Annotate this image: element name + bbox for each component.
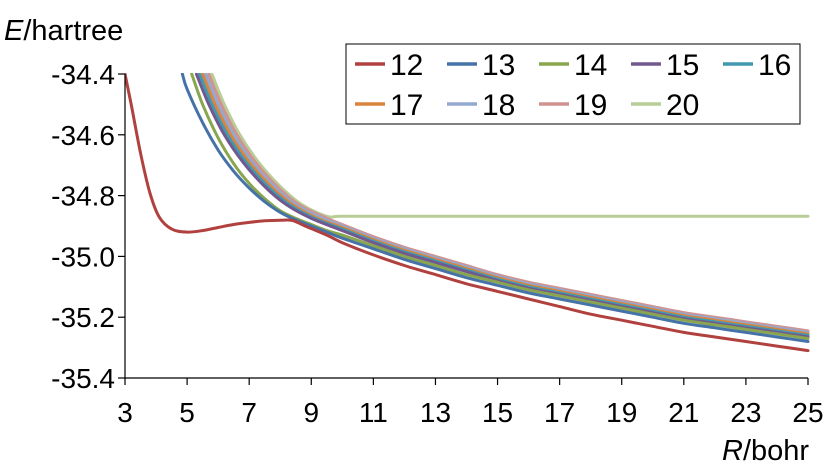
legend-box <box>345 43 801 125</box>
x-axis-title-var: R <box>722 435 743 463</box>
x-tick-label: 17 <box>544 397 575 428</box>
legend-item-19: 19 <box>539 89 607 122</box>
y-tick-label: -35.4 <box>51 363 115 394</box>
legend-item-14: 14 <box>539 49 607 82</box>
legend-label: 20 <box>666 89 699 122</box>
legend-label: 15 <box>666 49 699 82</box>
svg-text:R/bohr: R/bohr <box>722 435 809 463</box>
legend: 12 13 14 15 16 17 18 19 20 <box>345 43 801 125</box>
x-tick-label: 13 <box>420 397 451 428</box>
x-tick-label: 5 <box>179 397 195 428</box>
y-tick-label: -34.6 <box>51 120 115 151</box>
y-tick-label: -34.4 <box>51 59 115 90</box>
x-tick-label: 9 <box>303 397 319 428</box>
series-line-13 <box>180 73 810 343</box>
legend-item-20: 20 <box>631 89 699 122</box>
series-line-18 <box>204 73 810 334</box>
y-axis-ticks: -34.4 -34.6 -34.8 -35.0 -35.2 -35.4 <box>51 59 125 394</box>
x-tick-label: 3 <box>117 397 133 428</box>
x-tick-label: 23 <box>730 397 761 428</box>
legend-item-15: 15 <box>631 49 699 82</box>
x-tick-label: 15 <box>482 397 513 428</box>
x-axis-title: R/bohr <box>722 435 809 463</box>
legend-label: 18 <box>482 89 515 122</box>
series-line-20 <box>210 73 810 219</box>
legend-item-18: 18 <box>447 89 515 122</box>
x-tick-label: 7 <box>241 397 257 428</box>
legend-label: 16 <box>758 49 791 82</box>
legend-item-13: 13 <box>447 49 515 82</box>
legend-label: 17 <box>390 89 423 122</box>
legend-item-17: 17 <box>355 89 423 122</box>
y-tick-label: -35.2 <box>51 302 115 333</box>
legend-items: 12 13 14 15 16 17 18 19 20 <box>355 49 791 122</box>
x-tick-label: 19 <box>606 397 637 428</box>
x-axis-title-unit: /bohr <box>743 435 809 463</box>
series-line-12 <box>125 73 810 353</box>
legend-item-16: 16 <box>723 49 791 82</box>
x-tick-label: 11 <box>359 397 388 428</box>
legend-label: 13 <box>482 49 515 82</box>
legend-label: 14 <box>574 49 607 82</box>
y-axis-title-unit: /hartree <box>23 15 123 47</box>
y-axis-title: E/hartree <box>4 15 123 47</box>
x-tick-label: 21 <box>668 397 699 428</box>
plot-lines <box>125 73 810 353</box>
x-axis-ticks: 3 5 7 9 11 13 15 17 19 21 23 25 <box>117 378 824 428</box>
x-tick-label: 25 <box>792 397 823 428</box>
y-axis-title-var: E <box>4 15 24 47</box>
y-tick-label: -35.0 <box>51 241 115 272</box>
svg-text:E/hartree: E/hartree <box>4 15 123 47</box>
series-line-14 <box>190 73 810 340</box>
legend-label: 12 <box>390 49 423 82</box>
y-tick-label: -34.8 <box>51 181 115 212</box>
legend-label: 19 <box>574 89 607 122</box>
legend-item-12: 12 <box>355 49 423 82</box>
